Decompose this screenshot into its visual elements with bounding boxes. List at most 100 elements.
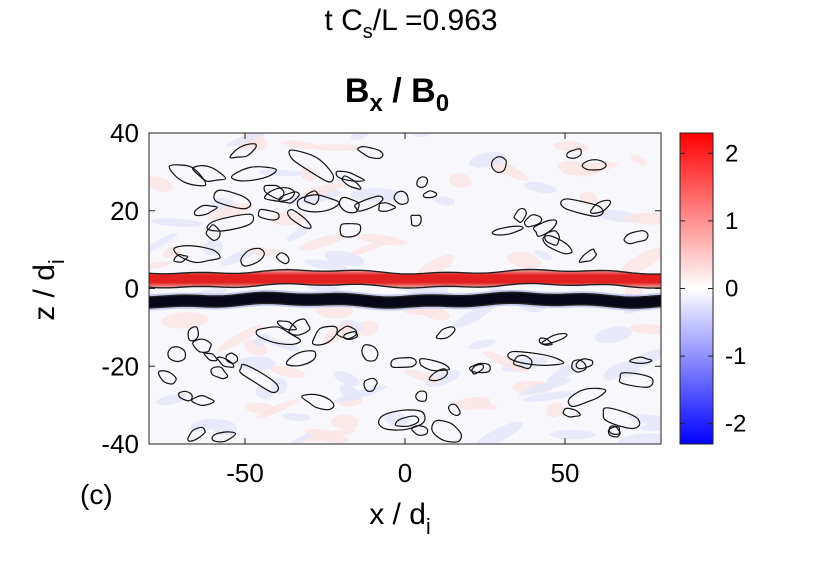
contour-line [390,357,417,369]
fluctuation-patch [532,383,551,390]
fluctuation-patch [433,196,456,206]
contour-line [275,252,290,265]
fluctuation-patch [595,326,633,344]
colorbar-tick-label: 0 [725,276,738,303]
fluctuation-patch [324,250,365,267]
fluctuation-patch [253,334,270,347]
fluctuation-patch [303,259,348,271]
y-tick-label: 40 [110,118,139,148]
contour-line [541,332,568,345]
contour-line [435,326,456,340]
contour-line [255,326,302,345]
contour-line [157,370,177,385]
fluctuation-patch [403,369,442,384]
fluctuation-patch [522,391,576,402]
fluctuation-patch [625,212,661,225]
contour-line [416,176,429,189]
contour-line [538,337,553,346]
fluctuation-patch [282,413,311,422]
contour-line [205,224,221,242]
fluctuation-patch [639,423,661,431]
fluctuation-patch [289,433,312,444]
contour-line [187,426,206,442]
fluctuation-patch [303,428,356,442]
contour-line [415,390,428,402]
fluctuation-patch [355,320,379,337]
fluctuation-patch [237,356,277,371]
fluctuation-patch [448,173,472,188]
contour-line [239,363,279,394]
contour-line [336,325,358,340]
y-tick-label: -20 [101,351,139,381]
contour-line [410,214,422,227]
x-tick-label: -50 [226,458,264,488]
contour-line [513,208,527,224]
fluctuation-patch [546,402,564,418]
fluctuation-patch [300,167,318,182]
current-sheet [149,291,661,309]
time-label: t Cs/L =0.963 [324,4,497,43]
fluctuation-patch [507,251,541,269]
fluctuation-patch [150,218,204,227]
fluctuation-patch [629,324,661,335]
fluctuation-patch [550,430,596,440]
x-tick-label: 50 [551,458,580,488]
contour-line [490,156,507,173]
fluctuation-patch [202,239,223,256]
x-tick-label: 0 [398,458,412,488]
contour-line [288,318,311,336]
fluctuation-patch [256,399,299,419]
fluctuation-patch [617,433,661,444]
contour-line [263,184,285,201]
contour-line [192,165,227,183]
y-axis-label: z / di [28,259,69,321]
colorbar-ticks: 2 1 0 -1 -2 [680,140,746,438]
contour-line [225,352,239,365]
panel-label: (c) [80,479,113,510]
fluctuation-patch [160,312,209,329]
fluctuation-patch [333,370,360,387]
fluctuation-patch [208,202,252,221]
fluctuation-patch [350,188,404,202]
fluctuation-patch [216,325,262,352]
contour-line [629,356,653,364]
fluctuation-patch [163,246,181,258]
contour-lines [157,143,654,443]
contour-line [590,199,612,214]
contour-line [356,145,384,160]
contour-line [354,195,384,212]
contour-line [468,362,491,374]
contour-line [339,223,362,238]
fluctuation-patch [312,143,361,152]
contour-line [363,377,378,392]
contour-line [263,187,296,202]
fluctuation-patch [384,411,408,428]
contour-line [571,359,587,373]
contour-line [303,190,320,205]
contour-line [422,190,438,199]
fluctuation-patch [474,421,524,444]
contour-line [177,390,193,402]
contour-line [301,393,335,411]
contour-line [532,219,558,237]
fluctuation-patch [523,181,557,194]
y-tick-label: 0 [125,274,139,304]
colorbar-tick-label: 1 [725,208,738,235]
colorbar-tick-label: -2 [725,411,746,438]
fluctuation-patch [603,361,633,381]
fluctuation-patch [225,133,268,147]
colorbar-tick-label: -1 [725,343,746,370]
contour-line [581,159,607,171]
y-tick-label: -40 [101,429,139,459]
contour-line [523,214,543,228]
contour-line [394,415,420,428]
x-axis: -50 0 50 [226,133,579,488]
fluctuation-patch [286,225,312,242]
contour-line [566,148,582,159]
contour-line [491,225,524,236]
fluctuation-patch [149,261,171,271]
chart-title: Bx / B0 [345,72,449,117]
fluctuation-patch [149,232,178,255]
contour-line [240,247,265,267]
